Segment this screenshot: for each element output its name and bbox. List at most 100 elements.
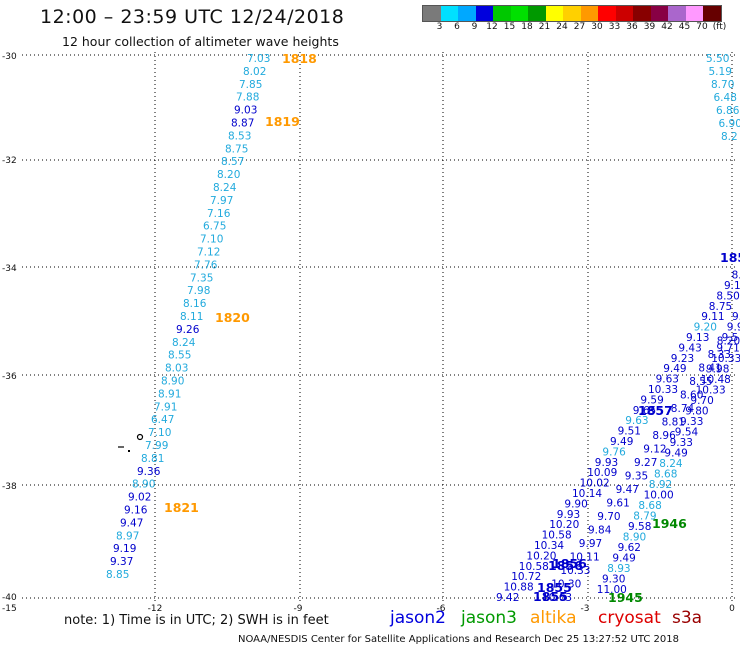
- track2-value: 8.96: [652, 430, 676, 442]
- track1-value: 7.98: [187, 285, 210, 297]
- track1-value: 7.10: [200, 234, 223, 246]
- track1-value: 8.24: [172, 337, 196, 349]
- track1-value: 8.87: [231, 118, 254, 130]
- legend-label: 30: [591, 22, 603, 32]
- track3-value: 9.90: [727, 322, 740, 334]
- credit-footer: NOAA/NESDIS Center for Satellite Applica…: [238, 634, 680, 645]
- lat-tick-label: -38: [2, 482, 17, 492]
- right-track-value: 5.50: [706, 53, 729, 65]
- track2-value: 10.02: [580, 478, 610, 490]
- track2-time: 1855: [533, 589, 568, 604]
- track2-value: 9.76: [602, 446, 626, 458]
- lon-tick-label: -3: [581, 604, 590, 614]
- track2-value: 8.81: [662, 417, 685, 429]
- track2-value: 10.14: [572, 488, 602, 500]
- track3-value: 9.5: [722, 332, 739, 344]
- color-scale-bar: [422, 5, 722, 22]
- track1-value: 8.90: [161, 376, 184, 388]
- lon-tick-label: -12: [148, 604, 163, 614]
- track2-value: 9.63: [656, 374, 679, 386]
- track2-value: 8.92: [732, 270, 740, 282]
- track1-value: 9.03: [234, 105, 257, 117]
- right-track-value: 8.70: [711, 79, 734, 91]
- island-mark: [128, 450, 130, 452]
- track2-value: 10.63: [542, 592, 572, 604]
- track2-value: 10.11: [570, 552, 600, 564]
- track2-value: 10.33: [648, 384, 678, 396]
- track3-value: 9.9: [732, 311, 740, 323]
- track3-value: 9.49: [612, 553, 635, 565]
- track2-value: 9.47: [616, 484, 639, 496]
- track3-value: 10.33: [696, 385, 726, 397]
- satellite-legend-jason3: jason3: [461, 608, 517, 628]
- track1-time: 1820: [215, 310, 250, 325]
- track2-time: 1856: [552, 556, 587, 571]
- track2-value: 9.19: [724, 280, 740, 292]
- legend-swatch: [458, 6, 476, 21]
- axis-tick-labels: -30-32-34-36-38-40-15 -12 -9 -6 -3 0: [2, 52, 735, 614]
- legend-swatch: [685, 6, 703, 21]
- legend-label: (ft): [712, 22, 727, 32]
- track3-time: 1946: [652, 516, 687, 531]
- track1-value: 7.88: [236, 92, 259, 104]
- track1-value: 8.02: [243, 66, 266, 78]
- track2-value: 9.13: [686, 332, 709, 344]
- color-scale-labels: 3 6 9 12 15 18 21 24 27 30 33 36 39 42 45 70 (ft): [422, 22, 740, 34]
- track3-value: 9.33: [670, 437, 693, 449]
- track1-time: 1818: [282, 51, 317, 66]
- track1-value: 6.75: [203, 221, 226, 233]
- satellite-legend-cryosat: cryosat: [598, 608, 661, 628]
- legend-swatch: [528, 6, 546, 21]
- legend-swatch: [510, 6, 528, 21]
- lat-tick-label: -40: [2, 593, 17, 603]
- legend-label: 3: [436, 22, 443, 32]
- track3-value: 8.93: [607, 563, 630, 575]
- legend-swatch: [598, 6, 616, 21]
- legend-label: 9: [471, 22, 478, 32]
- track3-value: 9.30: [602, 574, 625, 586]
- track1-value: 9.36: [137, 466, 161, 478]
- legend-swatch: [650, 6, 668, 21]
- lat-tick-label: -15: [2, 604, 17, 614]
- track1-value: 9.37: [110, 556, 133, 568]
- track2-time: 185: [720, 250, 740, 265]
- track1-time: 1821: [164, 500, 199, 515]
- track1-value: 8.90: [132, 479, 155, 491]
- satellite-legend-jason2: jason2: [390, 608, 446, 628]
- track2-value: 9.35: [625, 471, 648, 483]
- right-track-value: 6.86: [716, 105, 740, 117]
- track1-value: 9.16: [124, 505, 148, 517]
- track2-value: 10.33: [560, 565, 590, 577]
- track1-value: 7.97: [210, 195, 233, 207]
- track2-value: 9.11: [701, 311, 724, 323]
- track2-value: 8.55: [689, 376, 712, 388]
- legend-label: 24: [556, 22, 568, 32]
- track1-value: 8.97: [116, 530, 139, 542]
- legend-swatch: [563, 6, 581, 21]
- legend-swatch: [545, 6, 563, 21]
- lon-tick-label: -9: [294, 604, 303, 614]
- coastline-marks: [118, 433, 144, 452]
- track2-time: 1856: [548, 558, 583, 573]
- track1-value: 9.02: [128, 492, 151, 504]
- legend-swatch: [580, 6, 598, 21]
- legend-label: 39: [643, 22, 656, 32]
- track3-value: 8.92: [649, 479, 672, 491]
- map-subtitle: 12 hour collection of altimeter wave hei…: [62, 34, 339, 49]
- legend-swatch: [475, 6, 493, 21]
- track1-value: 8.55: [168, 350, 191, 362]
- track2-value: 8.41: [698, 363, 721, 375]
- lat-lon-grid: [22, 52, 735, 602]
- track3-value: 8.90: [623, 532, 646, 544]
- track3-value: 9.33: [680, 416, 703, 428]
- legend-label: 18: [521, 22, 533, 32]
- legend-label: 27: [573, 22, 586, 32]
- track2-time: 1855: [537, 580, 572, 595]
- track2-value: 10.09: [587, 467, 617, 479]
- track3-value: 11.00: [597, 584, 627, 596]
- track3-value: 9.62: [618, 542, 641, 554]
- track2-value: 10.72: [511, 571, 541, 583]
- track3-value: 8.68: [638, 500, 661, 512]
- track3-value: 10.00: [644, 490, 674, 502]
